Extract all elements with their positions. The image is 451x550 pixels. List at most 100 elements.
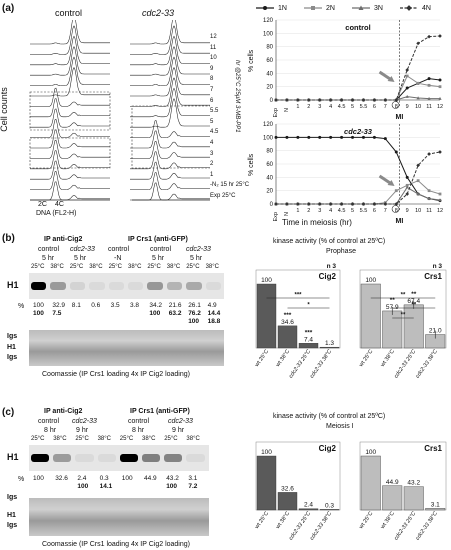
b-igs-label-1: Igs bbox=[7, 333, 18, 340]
hist-row-label: 4.5 bbox=[210, 129, 219, 136]
histogram-trace bbox=[130, 77, 210, 107]
legend-2n-label: 2N bbox=[326, 5, 335, 12]
bar-value-label: 0.3 bbox=[325, 502, 334, 509]
significance-label: ** bbox=[401, 313, 406, 319]
temperature-label: 38°C bbox=[53, 436, 67, 442]
bar-category-label: wt 25°C bbox=[358, 349, 375, 369]
hist-row-label: 1 bbox=[210, 171, 214, 178]
y-tick-label: 120 bbox=[263, 122, 274, 128]
quant-value: 44.9 bbox=[144, 475, 157, 482]
hist-row-label: 10 bbox=[210, 55, 217, 62]
histogram-stack-control bbox=[30, 20, 110, 201]
c-kinase-bar-charts: Cig2 100 wt 25°C 32.6 wt 38°C 2.4 cdc2-33 25°C… bbox=[254, 441, 447, 541]
bar-chart-frame bbox=[255, 441, 341, 511]
data-point-1N bbox=[307, 135, 311, 139]
grey-arrow-head bbox=[387, 180, 395, 186]
gel-band bbox=[142, 454, 161, 462]
c-gel-header-crs1: IP Crs1 (anti-GFP) bbox=[130, 408, 190, 415]
histogram-trace bbox=[30, 181, 110, 201]
data-point-4N bbox=[285, 98, 289, 102]
bar-category-label: cdc2-33 38°C bbox=[415, 349, 439, 380]
series-line-4N bbox=[276, 151, 441, 205]
histogram-trace bbox=[130, 151, 210, 170]
c-pct-label: % bbox=[18, 476, 25, 483]
gel-band bbox=[108, 282, 124, 290]
data-point-4N bbox=[427, 34, 431, 39]
hist-row-label: 7 bbox=[210, 87, 214, 93]
b-h1-label-2: H1 bbox=[7, 344, 16, 351]
bar-chart-title: Crs1 bbox=[424, 444, 442, 453]
x-tick-label: 7 bbox=[384, 104, 387, 110]
data-point-4N bbox=[438, 34, 442, 38]
histogram-trace bbox=[30, 56, 110, 86]
x-tick-label: 1 bbox=[296, 104, 299, 110]
y-tick-label: 60 bbox=[266, 58, 273, 64]
dashed-box-control-lower bbox=[29, 137, 111, 169]
temperature-label: 25°C bbox=[164, 436, 178, 442]
gel-band bbox=[97, 454, 116, 462]
bar-category-label: cdc2-33 25°C bbox=[393, 349, 417, 380]
data-point-2N bbox=[438, 192, 442, 196]
hist-ylabel: Cell counts bbox=[0, 87, 9, 132]
bar-category-label: wt 38°C bbox=[275, 511, 292, 531]
data-point-1N bbox=[405, 175, 409, 179]
bar bbox=[403, 486, 424, 511]
significance-label: * bbox=[307, 303, 310, 309]
data-point-4N bbox=[285, 202, 289, 206]
quant-value: 100 bbox=[77, 483, 89, 490]
bar-category-label: wt 25°C bbox=[358, 511, 375, 531]
histogram-trace bbox=[30, 25, 110, 55]
hist-rotated-note: hr @25°C 25µM 3-MB-PP1 bbox=[234, 60, 240, 133]
quant-value: 32.6 bbox=[55, 475, 68, 482]
x-tick-label: Exp bbox=[273, 212, 279, 221]
x-tick-label: 1 bbox=[296, 208, 299, 214]
bar-value-label: 100 bbox=[365, 277, 376, 284]
x-tick-label: 12 bbox=[437, 104, 443, 110]
temperature-label: 25°C bbox=[186, 264, 200, 270]
x-tick-label: N bbox=[284, 212, 290, 216]
temperature-label: 38°C bbox=[142, 436, 156, 442]
hist-row-label: 3 bbox=[210, 150, 214, 157]
mi-circle bbox=[391, 101, 400, 109]
data-point-1N bbox=[394, 150, 398, 154]
quant-value: 76.2 bbox=[188, 310, 201, 317]
data-point-3N bbox=[405, 94, 409, 98]
y-tick-label: 20 bbox=[266, 85, 273, 91]
y-tick-label: 120 bbox=[263, 18, 274, 24]
significance-stars: ** bbox=[390, 297, 396, 304]
temperature-label: 38°C bbox=[166, 264, 181, 270]
data-point-3N bbox=[416, 96, 420, 100]
histogram-trace bbox=[130, 56, 210, 86]
panel-a-label: (a) bbox=[2, 3, 15, 14]
data-point-3N bbox=[416, 192, 420, 196]
x-tick-label: 10 bbox=[415, 104, 421, 110]
c-phase: Meiosis I bbox=[326, 423, 354, 430]
legend-1n bbox=[256, 6, 274, 10]
histogram-stack-mutant bbox=[130, 20, 210, 201]
temperature-label: 38°C bbox=[89, 264, 103, 270]
histogram-trace bbox=[130, 20, 210, 45]
significance-stars: *** bbox=[305, 329, 313, 336]
data-point-1N bbox=[274, 135, 278, 139]
hist-row-label: 5.5 bbox=[210, 108, 219, 115]
bar-category-label: wt 25°C bbox=[254, 349, 271, 369]
temperature-label: 38°C bbox=[97, 436, 111, 442]
gel-band bbox=[166, 282, 183, 290]
histogram-trace bbox=[30, 35, 110, 66]
b-sub-cdc2: cdc2-33 bbox=[186, 246, 211, 253]
dashed-box-mutant bbox=[131, 105, 210, 169]
b-time-1: 5 hr bbox=[74, 255, 87, 262]
histogram-trace bbox=[130, 25, 210, 55]
c-h1-blot bbox=[29, 445, 209, 471]
data-point-2N bbox=[416, 81, 420, 85]
data-point-4N bbox=[372, 202, 377, 206]
data-point-1N bbox=[340, 135, 344, 139]
quant-value: 43.2 bbox=[166, 475, 179, 482]
histogram-trace bbox=[130, 140, 210, 159]
line-chart-ylabel: % cells bbox=[248, 153, 255, 176]
data-point-3N bbox=[405, 185, 409, 189]
b-phase: Prophase bbox=[326, 248, 356, 255]
bar-chart-frame bbox=[255, 269, 341, 349]
